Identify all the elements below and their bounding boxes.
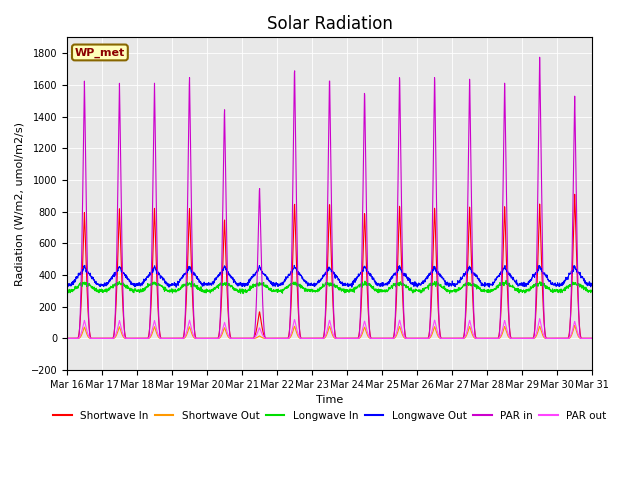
Y-axis label: Radiation (W/m2, umol/m2/s): Radiation (W/m2, umol/m2/s) <box>15 122 25 286</box>
Text: WP_met: WP_met <box>75 48 125 58</box>
X-axis label: Time: Time <box>316 396 343 405</box>
Legend: Shortwave In, Shortwave Out, Longwave In, Longwave Out, PAR in, PAR out: Shortwave In, Shortwave Out, Longwave In… <box>49 407 611 425</box>
Title: Solar Radiation: Solar Radiation <box>267 15 392 33</box>
